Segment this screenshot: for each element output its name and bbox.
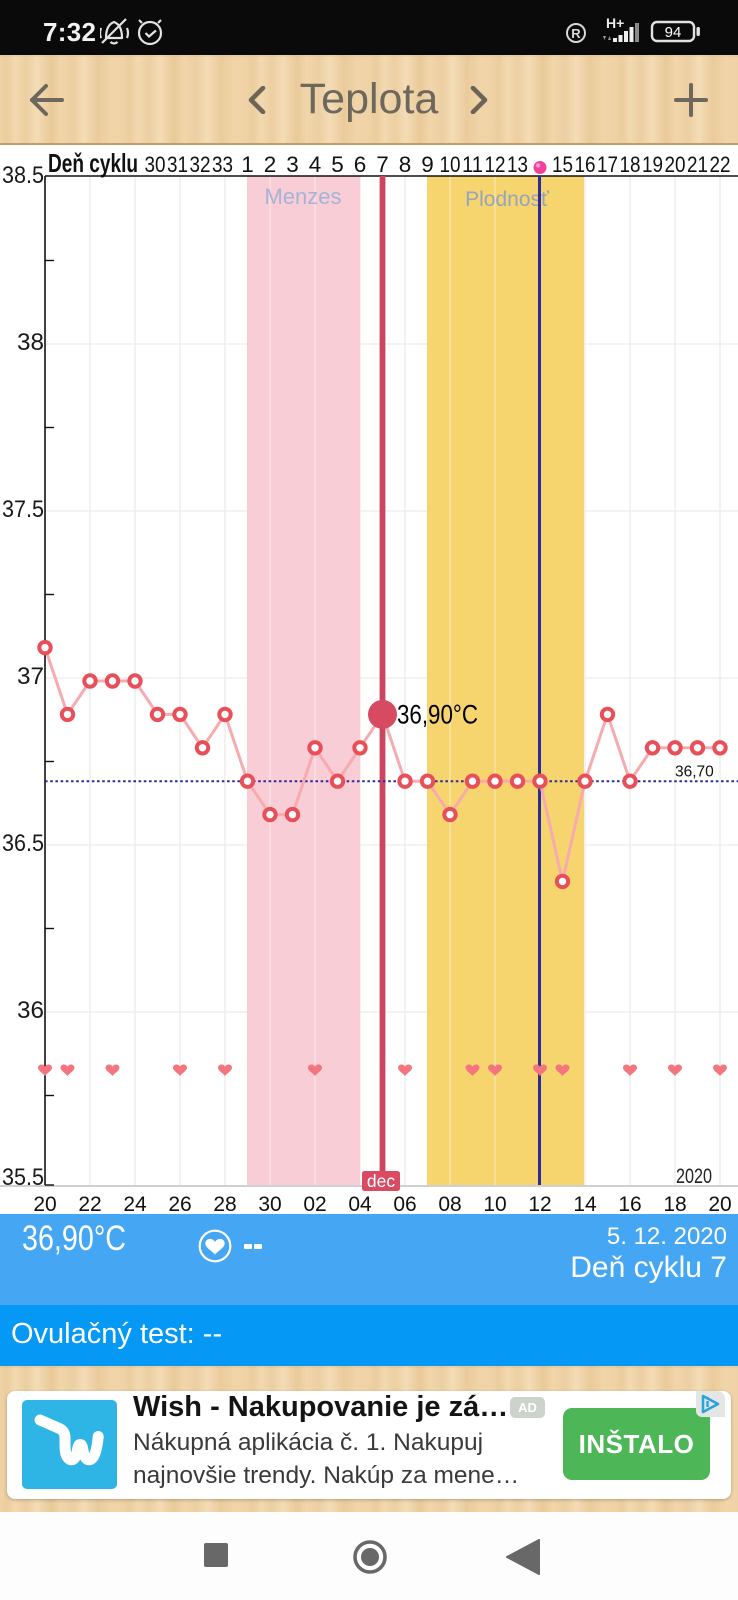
- svg-text:36: 36: [17, 997, 44, 1024]
- svg-text:8: 8: [399, 152, 412, 177]
- svg-text:22: 22: [710, 152, 731, 177]
- svg-text:16: 16: [575, 152, 596, 177]
- svg-text:18: 18: [663, 1193, 686, 1213]
- svg-text:30: 30: [145, 152, 166, 177]
- svg-text:35.5: 35.5: [2, 1164, 44, 1191]
- svg-text:06: 06: [393, 1193, 416, 1213]
- svg-text:5: 5: [331, 152, 344, 177]
- svg-text:38.5: 38.5: [2, 162, 44, 189]
- svg-text:21: 21: [687, 152, 708, 177]
- svg-text:12: 12: [528, 1193, 551, 1213]
- svg-text:dec: dec: [367, 1171, 395, 1191]
- svg-text:20: 20: [708, 1193, 731, 1213]
- svg-text:4: 4: [309, 152, 322, 177]
- svg-text:94: 94: [665, 24, 682, 41]
- svg-text:Plodnosť: Plodnosť: [465, 188, 550, 211]
- svg-text:10: 10: [483, 1193, 506, 1213]
- svg-text:28: 28: [213, 1193, 236, 1213]
- svg-text:12: 12: [485, 152, 506, 177]
- svg-text:37: 37: [17, 663, 44, 690]
- svg-text:19: 19: [642, 152, 663, 177]
- svg-text:32: 32: [190, 152, 211, 177]
- svg-text:38: 38: [17, 329, 44, 356]
- svg-text:20: 20: [665, 152, 686, 177]
- svg-text:10: 10: [440, 152, 461, 177]
- svg-text:15: 15: [552, 152, 573, 177]
- svg-text:R: R: [571, 26, 581, 41]
- svg-text:22: 22: [78, 1193, 101, 1213]
- svg-text:7: 7: [376, 152, 389, 177]
- svg-text:31: 31: [167, 152, 188, 177]
- svg-text:2020: 2020: [676, 1165, 712, 1188]
- svg-text:14: 14: [573, 1193, 597, 1213]
- svg-text:1: 1: [241, 152, 254, 177]
- svg-text:02: 02: [303, 1193, 326, 1213]
- svg-text:33: 33: [212, 152, 233, 177]
- svg-text:37.5: 37.5: [2, 496, 44, 523]
- svg-text:Menzes: Menzes: [264, 184, 341, 209]
- svg-text:9: 9: [421, 152, 434, 177]
- svg-text:30: 30: [258, 1193, 281, 1213]
- svg-text:16: 16: [618, 1193, 641, 1213]
- svg-text:H+: H+: [606, 15, 624, 31]
- svg-text:36,70: 36,70: [675, 764, 714, 781]
- svg-text:11: 11: [462, 152, 483, 177]
- svg-text:3: 3: [286, 152, 299, 177]
- svg-text:24: 24: [123, 1193, 147, 1213]
- svg-text:20: 20: [33, 1193, 56, 1213]
- svg-text:08: 08: [438, 1193, 461, 1213]
- svg-text:6: 6: [354, 152, 367, 177]
- svg-text:26: 26: [168, 1193, 191, 1213]
- svg-text:36,90°C: 36,90°C: [397, 699, 478, 729]
- svg-text:36.5: 36.5: [2, 830, 44, 857]
- svg-text:18: 18: [620, 152, 641, 177]
- svg-text:Deň cyklu: Deň cyklu: [48, 148, 138, 178]
- svg-text:13: 13: [507, 152, 528, 177]
- svg-text:17: 17: [597, 152, 618, 177]
- svg-text:2: 2: [264, 152, 277, 177]
- svg-text:04: 04: [348, 1193, 372, 1213]
